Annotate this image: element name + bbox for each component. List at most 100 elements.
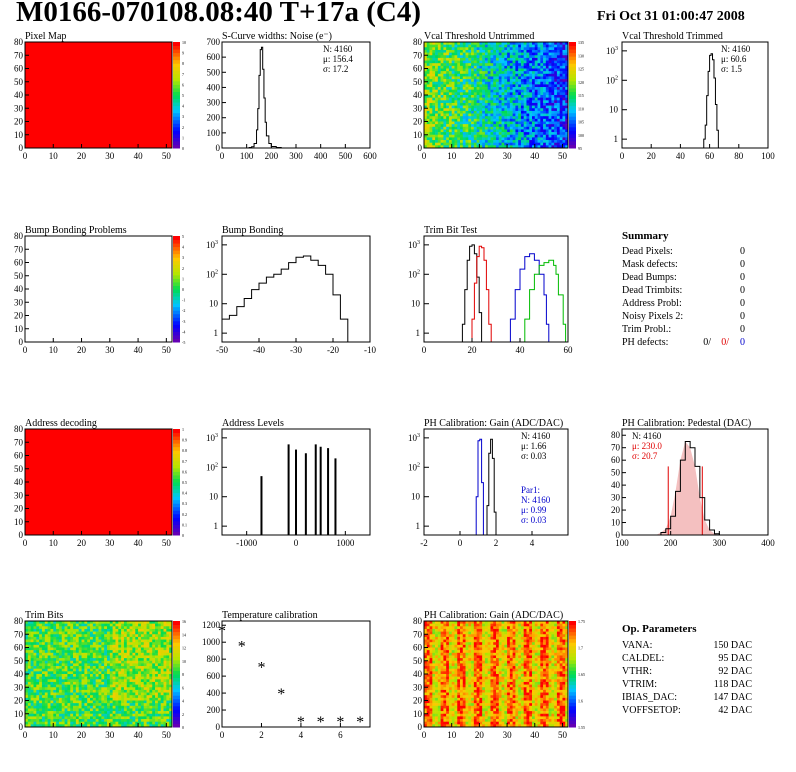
trim_bits-heat-cell [67,679,71,683]
vcal_untrimmed-heat-cell [520,137,524,141]
trim_bits-heat-cell [41,628,46,632]
trim_bits-heat-cell [90,634,94,638]
trim_bits-heat-cell [33,647,37,651]
trim_bits-heat-cell [58,668,63,672]
trim_bits-heat-cell [146,697,150,701]
trim_bits-heat-cell [67,668,71,672]
vcal_untrimmed-heat-cell [451,92,455,96]
vcal_untrimmed-heat-cell [556,49,560,53]
trim_bits-heat-cell [33,719,37,722]
trim_bits-heat-cell [118,724,122,728]
trim_bits-heat-cell [152,719,156,722]
ph_gain_map-heat-cell [429,631,433,635]
trim_bits-heat-cell [160,692,164,696]
vcal_untrimmed-heat-cell [484,129,488,133]
vcal_untrimmed-heat-cell [465,145,469,149]
vcal_untrimmed-heat-cell [468,142,472,146]
trim_bits-heat-cell [163,660,167,664]
trim_bits-heat-cell [67,674,71,677]
vcal_trimmed-xtick-label: 80 [734,151,744,161]
vcal_untrimmed-heat-cell [435,142,439,146]
vcal_untrimmed-heat-cell [440,118,444,122]
trim_bits-xtick-label: 50 [162,730,172,740]
vcal_untrimmed-heat-cell [443,71,447,75]
vcal_untrimmed-heat-cell [543,60,547,64]
vcal_untrimmed-heat-cell [526,60,530,64]
trim_bits-heat-cell [30,658,34,662]
vcal_untrimmed-heat-cell [507,63,511,67]
vcal_untrimmed-heat-cell [551,118,555,122]
vcal_untrimmed-heat-cell [534,63,538,67]
trim_bits-heat-cell [47,628,51,632]
vcal_untrimmed-heat-cell [562,44,566,48]
vcal_untrimmed-heat-cell [484,105,488,109]
vcal_untrimmed-heat-cell [551,145,555,149]
ph_gain_map-heat-cell [443,628,447,632]
trim_bits-heat-cell [84,634,88,638]
vcal_untrimmed-heat-cell [437,105,441,109]
trim_bits-heat-cell [101,663,105,667]
trim_bits-heat-cell [92,658,96,662]
pixel_map-colorbar-cell [173,80,180,85]
vcal_untrimmed-heat-cell [504,55,508,59]
vcal_untrimmed-heat-cell [545,81,549,85]
trim_bits-heat-cell [41,724,46,728]
trim_bits-heat-cell [58,721,63,725]
trim_bits-heat-cell [163,687,167,691]
vcal_untrimmed-heat-cell [482,118,486,122]
address_decoding-xtick-label: 40 [134,538,144,548]
vcal_untrimmed-heat-cell [487,124,491,128]
trim_bits-heat-cell [81,636,85,640]
ph_gain_map-heat-cell [537,628,541,632]
vcal_untrimmed-heat-cell [498,108,502,112]
trim_bits-heat-cell [30,655,34,659]
ph_pedestal-stats: N: 4160 [632,431,662,441]
trim_bits-heat-cell [87,687,91,691]
ph_gain_map-heat-cell [482,631,486,635]
vcal_untrimmed-heat-cell [446,81,450,85]
trim_bits-heat-cell [56,705,60,709]
vcal_untrimmed-heat-cell [554,137,558,141]
trim_bits-heat-cell [50,621,54,624]
vcal_untrimmed-heat-cell [451,87,455,90]
trim_bits-heat-cell [30,644,34,648]
trim_bits-heat-cell [30,650,34,654]
vcal_untrimmed-heat-cell [504,132,508,136]
trim_bits-heat-cell [67,642,71,646]
trim_bits-heat-cell [81,679,85,683]
vcal_untrimmed-heat-cell [465,87,469,90]
trim_bits-heat-cell [41,716,46,720]
trim_bits-heat-cell [39,711,43,715]
vcal_untrimmed-heat-cell [424,65,428,69]
trim_bits-title: Trim Bits [25,610,63,621]
vcal_untrimmed-heat-cell [556,84,560,88]
trim_bits-heat-cell [92,695,96,699]
vcal_untrimmed-heat-cell [446,116,450,120]
trim_bits-colorbar-label: 6 [182,685,184,690]
trim_bits-heat-cell [155,703,159,707]
trim_bits-heat-cell [39,681,43,685]
trim_bits-heat-cell [115,708,119,712]
vcal_untrimmed-heat-cell [482,68,486,72]
trim_bits-heat-cell [157,642,161,646]
vcal_untrimmed-heat-cell [426,47,430,51]
trim_bits-heat-cell [140,716,145,720]
trim_bits-heat-cell [101,647,105,651]
trim_bits-heat-cell [64,695,68,699]
trim_bits-heat-cell [123,668,128,672]
vcal_untrimmed-heat-cell [518,87,522,90]
trim_bits-heat-cell [118,628,122,632]
vcal_untrimmed-heat-cell [529,71,533,75]
trim_bits-heat-cell [121,689,125,693]
trim_bits-heat-cell [67,636,71,640]
vcal_untrimmed-heat-cell [490,121,494,125]
vcal_untrimmed-colorbar-cell [569,144,576,149]
vcal_untrimmed-heat-cell [446,47,450,51]
vcal_untrimmed-heat-cell [426,102,430,106]
trim_bits-heat-cell [53,716,57,720]
vcal_untrimmed-heat-cell [443,132,447,136]
trim_bits-heat-cell [143,650,147,654]
vcal_untrimmed-heat-cell [554,71,558,75]
trim_bits-heat-cell [41,650,46,654]
pixel_map-colorbar-label: 2 [182,125,184,130]
